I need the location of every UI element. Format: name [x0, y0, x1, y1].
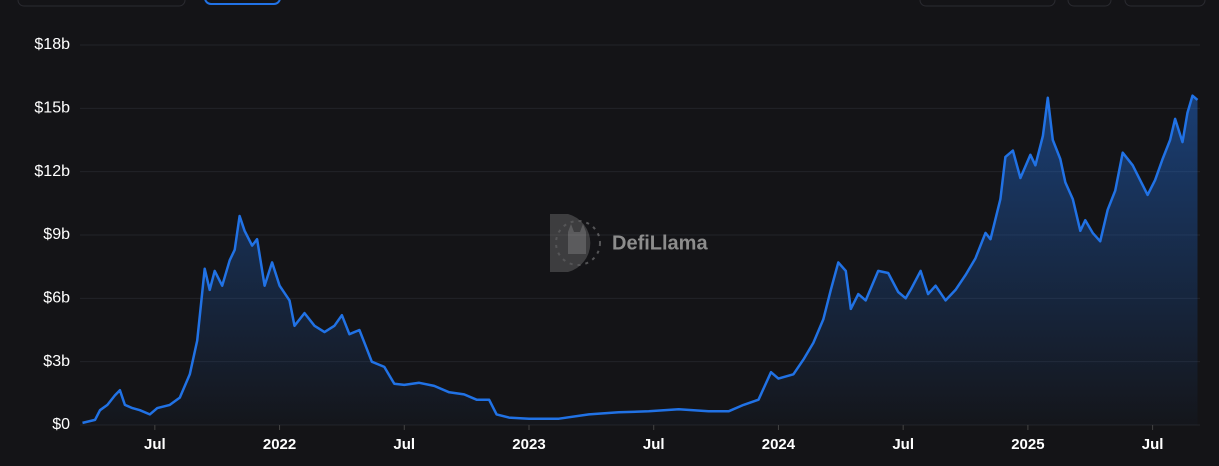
watermark-logo	[550, 214, 601, 272]
y-tick-label: $18b	[34, 36, 70, 53]
y-tick-label: $12b	[34, 163, 70, 180]
line	[82, 94, 1199, 425]
area-fill	[82, 95, 1198, 425]
x-tick-label: 2022	[263, 436, 296, 453]
toolbar-button[interactable]	[1067, 0, 1112, 7]
toolbar-button[interactable]	[17, 0, 186, 7]
plot	[82, 94, 1199, 425]
y-tick-label: $9b	[43, 226, 70, 243]
y-tick-label: $6b	[43, 290, 70, 307]
toolbar-button-active[interactable]	[204, 0, 281, 5]
x-tick-label: 2023	[512, 436, 545, 453]
y-tick-label: $3b	[43, 353, 70, 370]
x-tick-label: 2024	[762, 436, 796, 453]
axis-labels: $0 $3b $6b $9b $12b $15b $18b Jul 2022 Jul 2023 Jul…	[34, 36, 1163, 453]
x-tick-label: Jul	[1142, 436, 1164, 453]
x-tick-label: Jul	[892, 436, 914, 453]
watermark: DefiLlama	[612, 232, 708, 254]
x-tick-label: Jul	[393, 436, 415, 453]
x-tick-label: 2025	[1011, 436, 1044, 453]
y-tick-label: $15b	[34, 100, 70, 117]
y-tick-label: $0	[52, 416, 70, 433]
x-tick-label: Jul	[643, 436, 665, 453]
x-tick-label: Jul	[144, 436, 166, 453]
toolbar-button[interactable]	[919, 0, 1056, 7]
toolbar-button[interactable]	[1124, 0, 1206, 7]
